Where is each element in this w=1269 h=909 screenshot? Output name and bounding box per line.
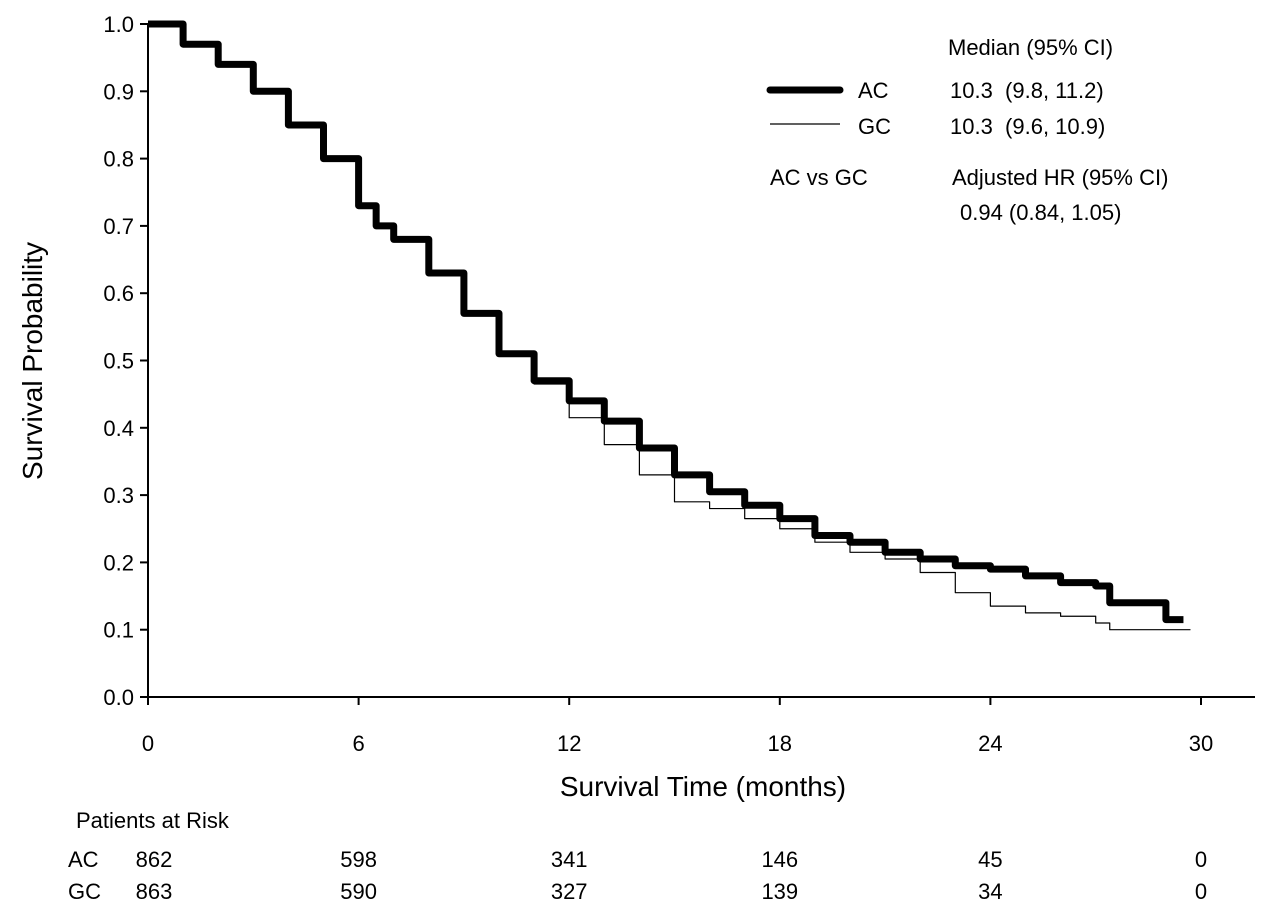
at-risk-title: Patients at Risk: [76, 808, 230, 833]
at-risk-count: 146: [761, 847, 798, 872]
x-tick-label: 18: [768, 731, 792, 756]
legend-hr-header: Adjusted HR (95% CI): [952, 165, 1168, 190]
legend: Median (95% CI) AC 10.3 (9.8, 11.2) GC 1…: [766, 35, 1168, 225]
legend-comparison-label: AC vs GC: [770, 165, 868, 190]
at-risk-count: 341: [551, 847, 588, 872]
at-risk-count: 139: [761, 879, 798, 904]
y-tick-label: 0.4: [103, 416, 134, 441]
at-risk-count: 590: [340, 879, 377, 904]
legend-label-ac: AC: [858, 78, 889, 103]
at-risk-count: 327: [551, 879, 588, 904]
x-tick-label: 30: [1189, 731, 1213, 756]
at-risk-count: 34: [978, 879, 1002, 904]
at-risk-rows: AC 862 598 341 146 45 0 GC 863 590 327 139 34 0: [68, 847, 1207, 904]
at-risk-count: 862: [136, 847, 173, 872]
legend-label-gc: GC: [858, 114, 891, 139]
y-tick-label: 0.8: [103, 147, 134, 172]
y-tick-label: 0.6: [103, 281, 134, 306]
y-tick-label: 0.5: [103, 349, 134, 374]
legend-median-header: Median (95% CI): [948, 35, 1113, 60]
at-risk-count: 598: [340, 847, 377, 872]
legend-median-ac: 10.3 (9.8, 11.2): [950, 78, 1104, 103]
at-risk-count: 0: [1195, 879, 1207, 904]
at-risk-group-ac: AC: [68, 847, 99, 872]
y-tick-label: 0.9: [103, 79, 134, 104]
at-risk-count: 0: [1195, 847, 1207, 872]
y-tick-label: 0.2: [103, 550, 134, 575]
survival-curves: [148, 20, 1191, 631]
y-ticks: 0.0 0.1 0.2 0.3 0.4 0.5 0.6 0.7 0.8 0.9 1.0: [103, 12, 148, 710]
series-line-ac: [148, 20, 1184, 624]
at-risk-count: 863: [136, 879, 173, 904]
x-tick-label: 24: [978, 731, 1002, 756]
at-risk-count: 45: [978, 847, 1002, 872]
x-tick-label: 12: [557, 731, 581, 756]
legend-hr-value: 0.94 (0.84, 1.05): [960, 200, 1121, 225]
y-axis-label: Survival Probability: [17, 242, 48, 480]
x-axis-label: Survival Time (months): [560, 771, 846, 802]
x-tick-label: 6: [352, 731, 364, 756]
x-tick-label: 0: [142, 731, 154, 756]
y-tick-label: 0.3: [103, 483, 134, 508]
y-tick-label: 0.0: [103, 685, 134, 710]
x-ticks: 0 6 12 18 24 30: [142, 697, 1213, 756]
y-tick-label: 0.1: [103, 618, 134, 643]
legend-median-gc: 10.3 (9.6, 10.9): [950, 114, 1105, 139]
y-tick-label: 0.7: [103, 214, 134, 239]
y-tick-label: 1.0: [103, 12, 134, 37]
at-risk-table: Patients at Risk AC 862 598 341 146 45 0 GC 863 5…: [68, 808, 1207, 904]
at-risk-group-gc: GC: [68, 879, 101, 904]
